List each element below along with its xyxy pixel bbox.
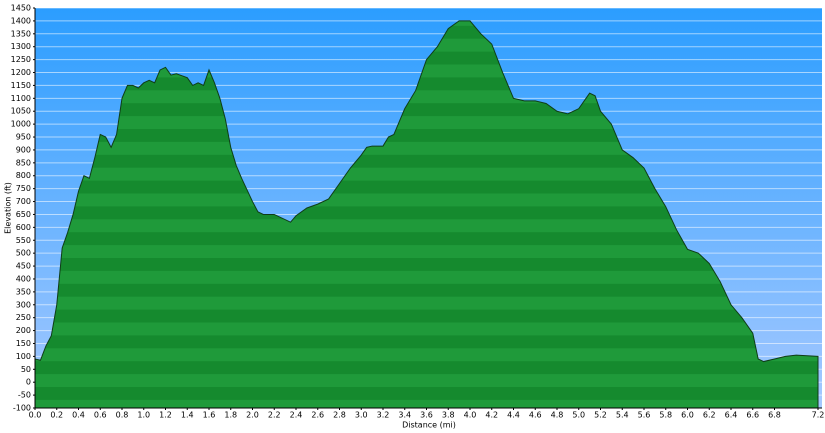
y-tick-label: 900 (16, 145, 31, 154)
x-tick-label: 1.2 (159, 411, 172, 420)
y-tick-label: 1150 (11, 81, 31, 90)
x-tick-label: 6.4 (725, 411, 738, 420)
x-tick-label: 5.4 (616, 411, 629, 420)
x-tick-label: 0.8 (116, 411, 129, 420)
x-tick-label: 6.0 (681, 411, 694, 420)
x-tick-label: 0.4 (72, 411, 85, 420)
y-tick-label: 1300 (11, 42, 31, 51)
y-tick-label: 650 (16, 210, 31, 219)
y-tick-label: 550 (16, 236, 31, 245)
y-tick-label: 400 (16, 274, 31, 283)
y-tick-label: 800 (16, 171, 31, 180)
y-tick-label: 950 (16, 133, 31, 142)
x-tick-label: 0.6 (94, 411, 107, 420)
y-axis-label: Elevation (ft) (4, 182, 13, 234)
y-tick-label: 1200 (11, 68, 31, 77)
y-tick-label: 700 (16, 197, 31, 206)
x-tick-label: 0.0 (29, 411, 42, 420)
y-tick-label: 750 (16, 184, 31, 193)
x-tick-label: 3.6 (420, 411, 433, 420)
x-tick-label: 4.2 (485, 411, 498, 420)
y-tick-label: 1400 (11, 16, 31, 25)
x-tick-label: 4.8 (551, 411, 564, 420)
x-tick-label: 3.0 (355, 411, 368, 420)
y-tick-label: 1450 (11, 4, 31, 13)
x-tick-label: 5.8 (659, 411, 672, 420)
x-tick-label: 2.4 (290, 411, 303, 420)
x-tick-label: 7.2 (812, 411, 825, 420)
x-tick-label: 3.2 (377, 411, 390, 420)
x-tick-label: 2.6 (311, 411, 324, 420)
x-axis-label: Distance (mi) (402, 421, 456, 430)
x-tick-label: 1.4 (181, 411, 194, 420)
y-tick-label: -50 (18, 391, 31, 400)
y-tick-label: 1250 (11, 55, 31, 64)
y-tick-label: 250 (16, 313, 31, 322)
x-tick-label: 2.8 (333, 411, 346, 420)
x-tick-label: 0.2 (50, 411, 63, 420)
y-tick-label: 100 (16, 352, 31, 361)
x-tick-label: 6.8 (768, 411, 781, 420)
y-tick-label: 850 (16, 158, 31, 167)
y-tick-label: 1100 (11, 94, 31, 103)
y-tick-label: 450 (16, 262, 31, 271)
x-tick-label: 5.2 (594, 411, 607, 420)
y-tick-label: 150 (16, 339, 31, 348)
y-tick-label: 300 (16, 300, 31, 309)
y-tick-label: 350 (16, 287, 31, 296)
x-tick-label: 3.8 (442, 411, 455, 420)
y-tick-label: -100 (13, 404, 31, 413)
y-tick-label: 600 (16, 223, 31, 232)
elevation-area (34, 20, 819, 409)
x-tick-label: 4.4 (507, 411, 520, 420)
x-tick-label: 1.0 (137, 411, 150, 420)
y-tick-label: 1350 (11, 29, 31, 38)
x-tick-label: 4.6 (529, 411, 542, 420)
y-tick-label: 1000 (11, 120, 31, 129)
y-tick-label: 200 (16, 326, 31, 335)
x-tick-label: 3.4 (398, 411, 411, 420)
y-tick-label: 0 (26, 378, 31, 387)
x-tick-label: 5.6 (638, 411, 651, 420)
x-tick-label: 1.6 (203, 411, 216, 420)
y-tick-label: 50 (21, 365, 31, 374)
x-tick-label: 5.0 (572, 411, 585, 420)
x-tick-label: 6.6 (746, 411, 759, 420)
y-tick-label: 1050 (11, 107, 31, 116)
y-tick-label: 500 (16, 249, 31, 258)
x-tick-label: 2.2 (268, 411, 281, 420)
x-tick-label: 6.2 (703, 411, 716, 420)
x-tick-label: 4.0 (464, 411, 477, 420)
x-tick-label: 2.0 (246, 411, 259, 420)
x-tick-label: 1.8 (224, 411, 237, 420)
